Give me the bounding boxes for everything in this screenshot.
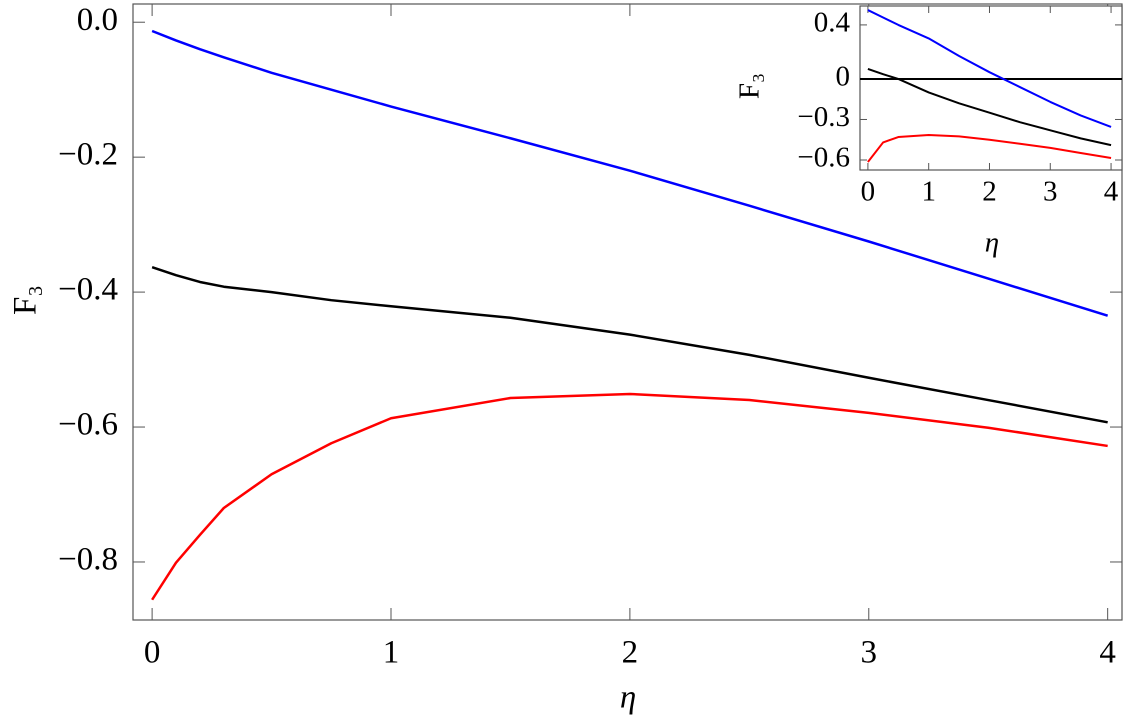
series-line [151, 265, 1108, 424]
y-tick-label: 0.4 [814, 7, 851, 39]
series-line [867, 134, 1112, 163]
y-tick-label: 0 [836, 61, 851, 93]
y-axis-label: F₃ [734, 73, 766, 99]
x-tick-label: 0 [144, 635, 161, 671]
y-tick-label: −0.6 [797, 142, 850, 174]
x-tick-label: 4 [1099, 635, 1116, 671]
y-tick-label: −0.4 [58, 272, 118, 308]
inset-chart: 0 1 2 3 4 0.4 0 −0.3 −0.6 η F₃ [734, 5, 1123, 259]
x-tick-label: 2 [982, 176, 997, 208]
x-tick-label: 2 [622, 635, 639, 671]
series-line [867, 68, 1112, 147]
x-tick-label: 1 [921, 176, 936, 208]
x-axis-label: η [985, 227, 999, 259]
y-axis-label: F₃ [8, 285, 44, 315]
x-tick-label: 0 [861, 176, 876, 208]
series-line [867, 9, 1112, 128]
x-tick-label: 3 [1043, 176, 1058, 208]
y-tick-label: 0.0 [77, 2, 118, 38]
x-tick-label: 3 [861, 635, 878, 671]
x-tick-label: 1 [383, 635, 400, 671]
plot-frame [859, 5, 1123, 171]
x-tick-label: 4 [1104, 176, 1119, 208]
x-axis-label: η [620, 680, 636, 716]
y-tick-label: −0.6 [58, 407, 118, 443]
y-tick-label: −0.8 [58, 542, 118, 578]
series-line [151, 392, 1108, 601]
y-tick-label: −0.2 [58, 137, 118, 173]
series-line [151, 29, 1109, 317]
y-tick-label: −0.3 [797, 101, 850, 133]
